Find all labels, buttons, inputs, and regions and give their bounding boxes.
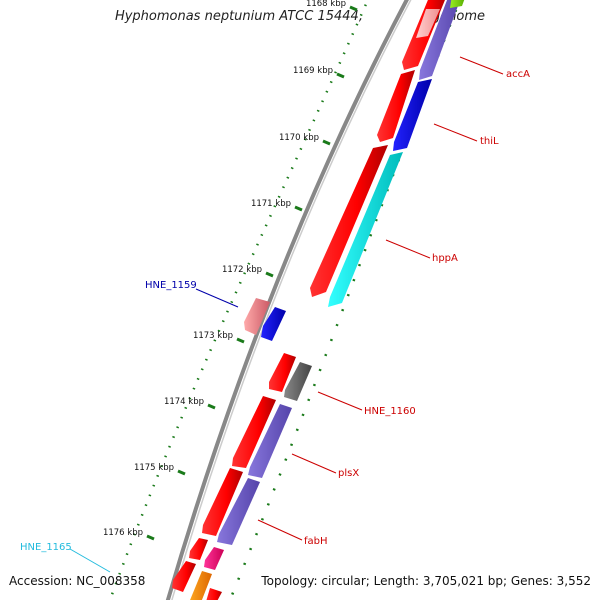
leader-HNE_1159 xyxy=(195,288,239,308)
gene-labels: accA thiL hppA HNE_1159 HNE_1160 plsX fa… xyxy=(20,69,530,553)
tick-mark xyxy=(336,72,345,79)
tick-label: 1174 kbp xyxy=(164,397,204,407)
gene-small-red-2[interactable] xyxy=(172,561,196,592)
gene-label-fabH[interactable]: fabH xyxy=(304,536,328,547)
gene-accA-cog-pink[interactable] xyxy=(416,9,440,38)
gene-small-orange[interactable] xyxy=(188,571,212,600)
tick-mark xyxy=(177,469,186,476)
gene-label-HNE_1159[interactable]: HNE_1159 xyxy=(145,280,197,291)
gene-thiL-cog[interactable] xyxy=(393,79,432,151)
tick-label: 1172 kbp xyxy=(222,265,262,275)
leader-HNE_1165 xyxy=(69,548,111,573)
tick-label: 1176 kbp xyxy=(103,528,143,538)
tick-label: 1169 kbp xyxy=(293,66,333,76)
gene-small-red-3[interactable] xyxy=(205,588,222,600)
tick-label: 1170 kbp xyxy=(279,133,319,143)
gene-green-top[interactable] xyxy=(450,0,466,8)
tick-label: 1171 kbp xyxy=(251,199,291,209)
gene-HNE_1160-cog[interactable] xyxy=(284,362,312,401)
gene-label-accA[interactable]: accA xyxy=(506,69,530,80)
gene-HNE_1160-forward[interactable] xyxy=(269,353,296,392)
gene-label-thiL[interactable]: thiL xyxy=(480,136,499,147)
gene-label-hppA[interactable]: hppA xyxy=(432,253,458,264)
tick-mark xyxy=(236,337,245,344)
tick-label: 1168 kbp xyxy=(306,0,346,9)
backbone-shadow xyxy=(171,0,412,600)
gene-fabH-cog[interactable] xyxy=(217,478,260,545)
label-leaders xyxy=(69,56,504,573)
tick-mark xyxy=(349,5,358,12)
cds-features xyxy=(172,0,466,600)
backbone-band xyxy=(136,0,439,600)
tick-mark xyxy=(207,403,216,410)
leader-thiL xyxy=(433,123,478,142)
accession-text: Accession: NC_008358 xyxy=(9,574,146,588)
gene-HNE_1159-b[interactable] xyxy=(261,307,286,341)
gene-small-red-1[interactable] xyxy=(189,538,208,560)
tick-label: 1175 kbp xyxy=(134,463,174,473)
gene-label-plsX[interactable]: plsX xyxy=(338,468,359,479)
gene-plsX-forward[interactable] xyxy=(232,396,276,468)
leader-fabH xyxy=(257,519,303,541)
tick-track xyxy=(108,0,370,600)
tick-group: 1168 kbp 1169 kbp 1170 kbp 1171 kbp 1172 kbp… xyxy=(103,0,358,541)
gene-label-HNE_1165[interactable]: HNE_1165 xyxy=(20,542,72,553)
leader-plsX xyxy=(291,453,337,474)
leader-accA xyxy=(459,56,504,75)
leader-HNE_1160 xyxy=(317,391,363,411)
tick-mark xyxy=(146,534,155,541)
gene-plsX-cog[interactable] xyxy=(248,404,292,478)
gene-HNE_1159-a[interactable] xyxy=(244,298,270,335)
gene-thiL-forward[interactable] xyxy=(377,70,415,142)
gene-accA-cog[interactable] xyxy=(419,0,462,80)
gene-small-magenta[interactable] xyxy=(204,547,224,570)
tick-mark xyxy=(265,271,274,278)
gene-hppA-forward[interactable] xyxy=(310,145,388,297)
tick-mark xyxy=(322,139,331,146)
tick-label: 1173 kbp xyxy=(193,331,233,341)
leader-hppA xyxy=(385,239,431,259)
topology-text: Topology: circular; Length: 3,705,021 bp… xyxy=(261,574,591,588)
gene-hppA-cog[interactable] xyxy=(328,152,403,307)
gene-fabH-forward[interactable] xyxy=(202,468,243,536)
tick-mark xyxy=(294,205,303,212)
gene-label-HNE_1160[interactable]: HNE_1160 xyxy=(364,406,416,417)
